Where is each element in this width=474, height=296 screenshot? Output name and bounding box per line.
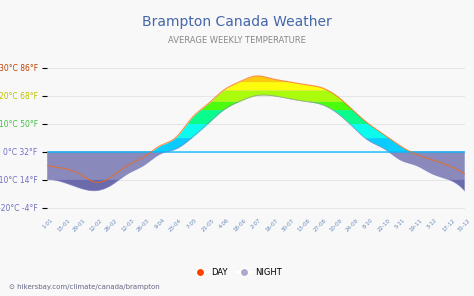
Text: 13-08: 13-08	[297, 218, 311, 232]
Text: 18-06: 18-06	[232, 218, 247, 232]
Text: 5-11: 5-11	[394, 218, 407, 230]
Text: 30-07: 30-07	[281, 218, 295, 232]
Text: 10-09: 10-09	[329, 218, 344, 232]
Text: 1-01: 1-01	[41, 218, 54, 230]
Text: 26-02: 26-02	[104, 218, 119, 232]
Text: 24-09: 24-09	[345, 218, 360, 232]
Text: 15-01: 15-01	[56, 218, 71, 232]
Text: 4-06: 4-06	[218, 218, 230, 230]
Text: 8-10: 8-10	[362, 218, 374, 230]
Text: 9-04: 9-04	[154, 218, 166, 230]
Text: 3-12: 3-12	[426, 218, 438, 230]
Text: 29-01: 29-01	[72, 218, 87, 232]
Text: AVERAGE WEEKLY TEMPERATURE: AVERAGE WEEKLY TEMPERATURE	[168, 36, 306, 44]
Legend: DAY, NIGHT: DAY, NIGHT	[189, 264, 285, 280]
Text: 27-08: 27-08	[313, 218, 328, 232]
Text: 7-05: 7-05	[186, 218, 198, 230]
Text: ⊙ hikersbay.com/climate/canada/brampton: ⊙ hikersbay.com/climate/canada/brampton	[9, 284, 160, 290]
Text: 19-11: 19-11	[409, 218, 424, 232]
Text: 12-02: 12-02	[88, 218, 103, 232]
Text: 17-12: 17-12	[441, 218, 456, 232]
Text: 23-04: 23-04	[168, 218, 183, 232]
Text: 16-07: 16-07	[264, 218, 280, 232]
Text: 22-10: 22-10	[377, 218, 392, 232]
Text: Brampton Canada Weather: Brampton Canada Weather	[142, 15, 332, 29]
Text: 12-03: 12-03	[120, 218, 135, 232]
Text: 21-05: 21-05	[201, 218, 215, 232]
Text: 26-03: 26-03	[136, 218, 151, 232]
Text: 2-07: 2-07	[250, 218, 262, 230]
Text: 31-12: 31-12	[457, 218, 472, 232]
